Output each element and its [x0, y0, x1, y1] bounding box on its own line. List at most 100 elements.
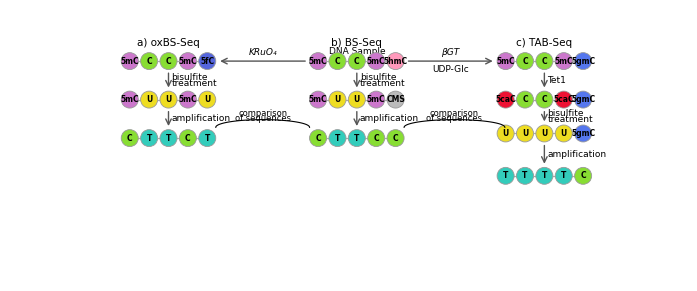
Text: 5mC: 5mC — [121, 95, 139, 104]
Circle shape — [309, 91, 327, 108]
Circle shape — [329, 91, 346, 108]
Circle shape — [348, 129, 365, 147]
Circle shape — [536, 167, 553, 184]
Text: of sequences: of sequences — [235, 114, 291, 123]
Circle shape — [348, 91, 365, 108]
Text: treatment: treatment — [360, 79, 406, 88]
Circle shape — [179, 53, 197, 70]
Circle shape — [387, 53, 404, 70]
Text: T: T — [503, 171, 508, 180]
Text: 5mC: 5mC — [178, 57, 197, 65]
Text: 5mC: 5mC — [309, 57, 328, 65]
Circle shape — [141, 129, 158, 147]
Circle shape — [199, 91, 216, 108]
Circle shape — [121, 129, 138, 147]
Text: treatment: treatment — [171, 79, 217, 88]
Circle shape — [121, 53, 138, 70]
Text: C: C — [542, 95, 547, 104]
Text: U: U — [353, 95, 360, 104]
Circle shape — [348, 53, 365, 70]
Text: C: C — [315, 134, 321, 143]
Text: C: C — [146, 57, 152, 65]
Text: 5gmC: 5gmC — [571, 95, 595, 104]
Text: U: U — [522, 129, 528, 138]
Text: comparison: comparison — [430, 109, 479, 118]
Circle shape — [556, 125, 572, 142]
Text: U: U — [146, 95, 152, 104]
Text: U: U — [204, 95, 210, 104]
Text: 5mC: 5mC — [554, 57, 573, 65]
Text: amplification: amplification — [547, 150, 606, 159]
Text: U: U — [335, 95, 341, 104]
Circle shape — [556, 53, 572, 70]
Circle shape — [160, 53, 177, 70]
Text: of sequences: of sequences — [427, 114, 482, 123]
Text: bisulfite: bisulfite — [360, 73, 397, 82]
Circle shape — [387, 129, 404, 147]
Circle shape — [497, 167, 514, 184]
Circle shape — [199, 129, 216, 147]
Text: U: U — [542, 129, 548, 138]
Text: C: C — [393, 134, 399, 143]
Text: 5mC: 5mC — [121, 57, 139, 65]
Circle shape — [536, 91, 553, 108]
Circle shape — [574, 125, 592, 142]
Circle shape — [368, 91, 385, 108]
Circle shape — [329, 53, 346, 70]
Text: comparison: comparison — [238, 109, 287, 118]
Text: UDP-Glc: UDP-Glc — [432, 65, 469, 74]
Circle shape — [556, 91, 572, 108]
Text: Tet1: Tet1 — [547, 76, 567, 85]
Circle shape — [516, 53, 533, 70]
Circle shape — [141, 91, 158, 108]
Text: C: C — [166, 57, 171, 65]
Text: C: C — [354, 57, 360, 65]
Text: T: T — [335, 134, 340, 143]
Circle shape — [121, 91, 138, 108]
Text: 5mC: 5mC — [309, 95, 328, 104]
Circle shape — [309, 129, 327, 147]
Text: bisulfite: bisulfite — [547, 109, 584, 118]
Text: 5hmC: 5hmC — [383, 57, 408, 65]
Text: DNA Sample: DNA Sample — [328, 47, 385, 56]
Text: U: U — [165, 95, 171, 104]
Text: C: C — [374, 134, 379, 143]
Circle shape — [516, 125, 533, 142]
Text: T: T — [542, 171, 547, 180]
Text: βGT: βGT — [441, 48, 460, 57]
Text: U: U — [503, 129, 509, 138]
Circle shape — [574, 91, 592, 108]
Circle shape — [160, 129, 177, 147]
Text: treatment: treatment — [547, 115, 593, 124]
Circle shape — [179, 129, 197, 147]
Text: 5caC: 5caC — [553, 95, 574, 104]
Text: T: T — [166, 134, 171, 143]
Text: C: C — [542, 57, 547, 65]
Circle shape — [556, 167, 572, 184]
Text: T: T — [561, 171, 567, 180]
Circle shape — [141, 53, 158, 70]
Circle shape — [574, 167, 592, 184]
Text: C: C — [522, 95, 528, 104]
Text: C: C — [581, 171, 586, 180]
Text: 5caC: 5caC — [496, 95, 516, 104]
Text: T: T — [522, 171, 528, 180]
Text: KRuO₄: KRuO₄ — [248, 48, 277, 57]
Text: T: T — [354, 134, 360, 143]
Text: U: U — [560, 129, 567, 138]
Circle shape — [387, 91, 404, 108]
Text: C: C — [185, 134, 191, 143]
Circle shape — [368, 53, 385, 70]
Text: 5gmC: 5gmC — [571, 129, 595, 138]
Text: T: T — [204, 134, 210, 143]
Text: 5mC: 5mC — [367, 57, 385, 65]
Text: 5mC: 5mC — [178, 95, 197, 104]
Circle shape — [368, 129, 385, 147]
Text: amplification: amplification — [360, 114, 419, 123]
Text: C: C — [127, 134, 132, 143]
Circle shape — [536, 53, 553, 70]
Circle shape — [497, 91, 514, 108]
Circle shape — [497, 125, 514, 142]
Text: 5gmC: 5gmC — [571, 57, 595, 65]
Text: 5mC: 5mC — [496, 57, 515, 65]
